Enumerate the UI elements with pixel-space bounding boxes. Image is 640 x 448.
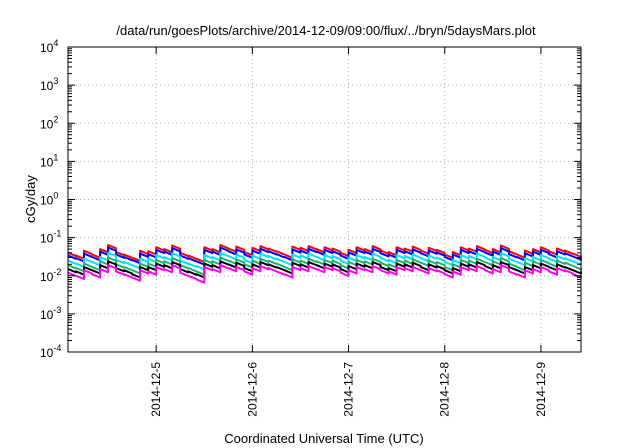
y-tick-label: 103 [40, 76, 58, 93]
y-tick-label: 10-3 [40, 305, 61, 322]
y-tick-label: 10-4 [40, 343, 61, 360]
x-tick-label: 2014-12-8 [438, 362, 452, 417]
series-line-3 [67, 251, 582, 271]
series-line-6 [67, 264, 582, 284]
grid [68, 47, 581, 352]
chart-title: /data/run/goesPlots/archive/2014-12-09/0… [116, 23, 536, 38]
x-tick-labels: 2014-12-5 2014-12-6 2014-12-7 2014-12-8 2014… [149, 362, 548, 417]
y-tick-label: 104 [40, 38, 58, 55]
x-tick-label: 2014-12-5 [149, 362, 163, 417]
x-tick-label: 2014-12-9 [534, 362, 548, 417]
x-tick-label: 2014-12-7 [342, 362, 356, 417]
y-tick-label: 102 [40, 114, 58, 131]
x-tick-label: 2014-12-6 [245, 362, 259, 417]
y-tick-label: 10-2 [40, 267, 61, 284]
x-axis-label: Coordinated Universal Time (UTC) [224, 431, 423, 446]
ticks [68, 46, 581, 353]
series-line-5 [67, 260, 582, 279]
y-axis-label: cGy/day [23, 175, 38, 223]
y-tick-labels: 10-4 10-3 10-2 10-1 100 101 102 103 104 [40, 38, 61, 360]
series-line-4 [67, 256, 582, 276]
y-tick-label: 10-1 [40, 229, 61, 246]
y-tick-label: 101 [40, 152, 58, 169]
y-tick-label: 100 [40, 191, 58, 208]
series-group [67, 244, 582, 284]
